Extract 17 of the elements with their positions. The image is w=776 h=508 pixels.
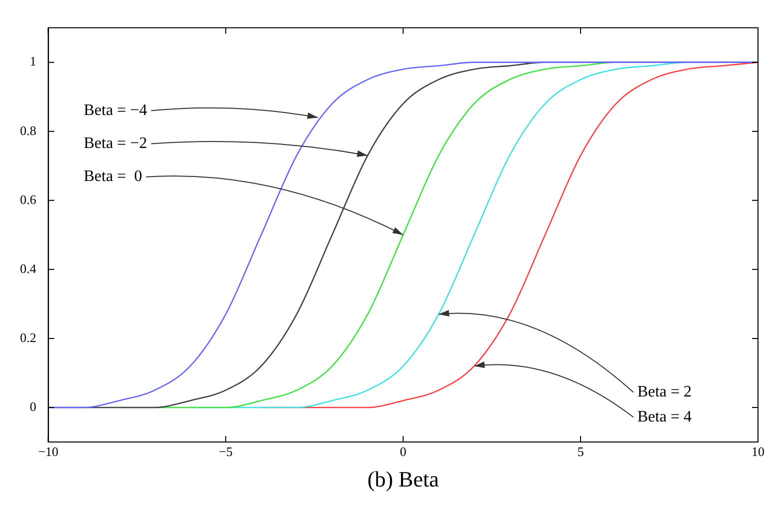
annotation: Beta = 4 [637,408,692,426]
annotation: Beta = −4 [84,102,148,119]
y-tick-label: 1 [30,54,36,69]
x-axis-title: (b) Beta [367,466,440,492]
x-tick-label: 10 [752,444,764,460]
annotation: Beta = −2 [84,134,148,152]
y-tick-label: 0.8 [20,122,36,138]
annotation: Beta = 0 [84,168,142,186]
x-tick-label: 0 [400,444,406,460]
y-tick-label: 0 [30,398,36,414]
x-tick-label: −10 [38,444,58,460]
x-tick-label: −5 [218,444,233,460]
x-tick-label: 5 [577,444,584,460]
annotation: Beta = 2 [637,384,692,400]
y-tick-label: 0.2 [20,330,36,345]
y-tick-label: 0.4 [20,260,37,276]
y-tick-label: 0.6 [20,192,37,207]
